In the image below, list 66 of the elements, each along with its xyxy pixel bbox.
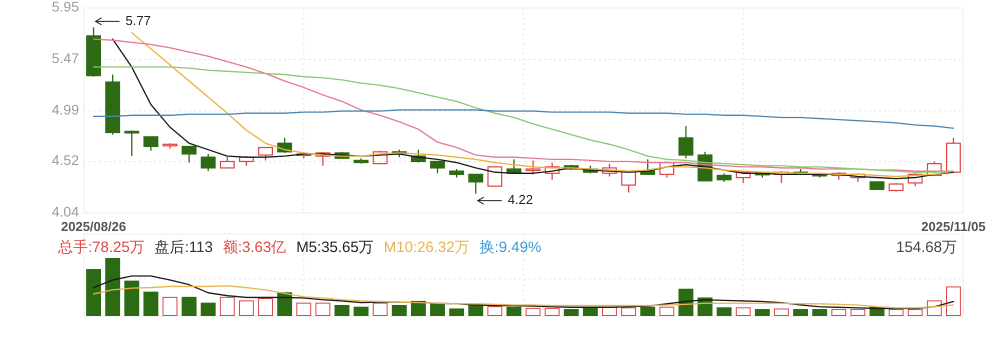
bar xyxy=(143,292,158,316)
candlestick xyxy=(430,160,445,174)
bar xyxy=(372,302,388,316)
bar xyxy=(736,307,751,316)
bar xyxy=(315,302,330,316)
bar xyxy=(659,306,674,316)
candlestick xyxy=(544,162,560,180)
candlestick xyxy=(468,174,484,194)
bar xyxy=(754,309,770,316)
y-tick-label: 4.52 xyxy=(52,152,80,168)
bar xyxy=(124,280,140,316)
bar xyxy=(774,308,789,316)
bar xyxy=(487,306,502,316)
bar xyxy=(392,304,407,316)
bar xyxy=(506,306,522,316)
bar xyxy=(526,308,541,316)
bar xyxy=(926,300,942,316)
candlestick xyxy=(200,153,216,172)
bar xyxy=(200,302,216,316)
bar xyxy=(449,308,464,316)
bar xyxy=(238,300,254,316)
bar xyxy=(86,269,102,316)
y-tick-label: 4.04 xyxy=(52,204,80,220)
bar xyxy=(105,258,120,316)
y-tick-label: 4.99 xyxy=(52,102,80,118)
y-tick-label: 5.95 xyxy=(52,0,80,15)
bar xyxy=(162,296,178,316)
text: 盘后:113 xyxy=(154,239,213,256)
text: 额:3.63亿 xyxy=(222,239,286,256)
bar xyxy=(564,309,579,316)
line-series xyxy=(92,109,954,129)
x-tick-label: 2025/11/05 xyxy=(921,219,986,234)
bar xyxy=(182,296,197,316)
candlestick xyxy=(182,146,197,164)
bar xyxy=(430,303,445,316)
y-tick-label: 5.47 xyxy=(52,50,80,66)
bar xyxy=(621,307,636,316)
candlestick xyxy=(678,125,694,159)
text: 换:9.49% xyxy=(480,239,542,256)
bar xyxy=(812,309,828,316)
annotation: 4.22 xyxy=(508,192,534,208)
bar xyxy=(334,304,350,316)
bar xyxy=(640,306,656,316)
x-tick-label: 2025/08/26 xyxy=(61,219,126,234)
text: M5:35.65万 xyxy=(296,239,374,256)
bar xyxy=(678,288,694,316)
bar xyxy=(831,309,846,316)
candlestick xyxy=(143,136,158,152)
candlestick xyxy=(124,130,140,157)
bar xyxy=(888,309,904,316)
bar xyxy=(716,307,732,316)
bar xyxy=(354,306,369,316)
bar xyxy=(220,296,235,316)
text: M10:26.32万 xyxy=(384,239,470,256)
bar xyxy=(296,302,312,316)
bar xyxy=(946,286,961,316)
annotation: 5.77 xyxy=(126,12,151,28)
bar xyxy=(908,309,923,316)
bar xyxy=(410,300,426,316)
bar xyxy=(582,307,598,316)
text: 总手:78.25万 xyxy=(57,239,145,256)
bar xyxy=(793,309,808,316)
bar xyxy=(544,308,560,316)
bar xyxy=(850,309,866,316)
text: 154.68万 xyxy=(896,239,957,256)
bar xyxy=(258,298,273,316)
